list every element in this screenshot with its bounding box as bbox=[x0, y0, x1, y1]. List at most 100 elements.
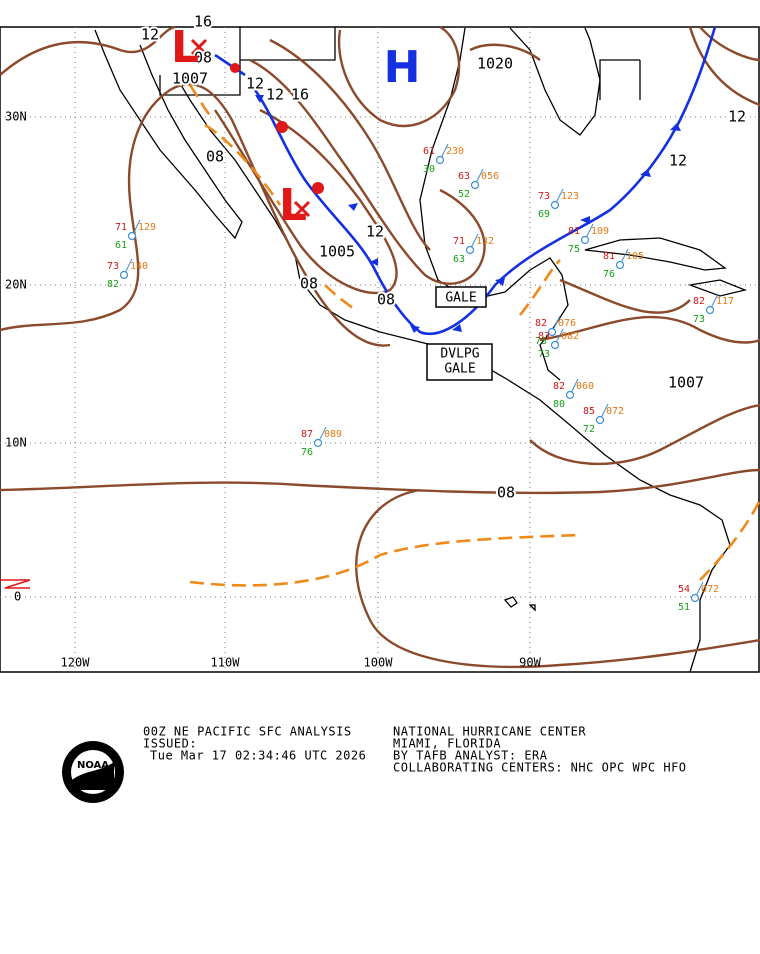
isobar-label: 16 bbox=[194, 13, 212, 31]
longitude-label: 100W bbox=[364, 656, 394, 670]
station-pressure: 076 bbox=[558, 318, 576, 329]
station-temperature: 73 bbox=[107, 261, 119, 272]
station-circle bbox=[470, 180, 480, 190]
isobar-label: 16 bbox=[291, 86, 309, 104]
station-circle bbox=[435, 155, 445, 165]
station-circle bbox=[580, 235, 590, 245]
station-dewpoint: 30 bbox=[423, 164, 435, 175]
station-pressure: 082 bbox=[561, 331, 579, 342]
station-pressure: 109 bbox=[591, 226, 609, 237]
isobar-label: 1007 bbox=[172, 70, 208, 88]
station-circle bbox=[313, 438, 323, 448]
station-dewpoint: 52 bbox=[458, 189, 470, 200]
station-dewpoint: 61 bbox=[115, 240, 127, 251]
station-pressure: 072 bbox=[606, 406, 624, 417]
station-circle bbox=[550, 340, 560, 350]
footer-product: 00Z NE PACIFIC SFC ANALYSIS bbox=[143, 725, 352, 739]
station-circle bbox=[705, 305, 715, 315]
longitude-label: 120W bbox=[61, 656, 91, 670]
gale-label: GALE bbox=[445, 291, 476, 306]
station-pressure: 056 bbox=[481, 171, 499, 182]
latitude-label: 0 bbox=[14, 590, 21, 604]
isobar-label: 08 bbox=[206, 148, 224, 166]
noaa-logo-text: NOAA bbox=[77, 760, 109, 771]
station-pressure: 230 bbox=[446, 146, 464, 157]
station-temperature: 61 bbox=[423, 146, 435, 157]
station-pressure: 129 bbox=[138, 222, 156, 233]
station-temperature: 81 bbox=[568, 226, 580, 237]
dvlpg-gale-label: DVLPG bbox=[440, 347, 479, 362]
isobar-label: 1020 bbox=[477, 55, 513, 73]
coastlines bbox=[94, 27, 748, 673]
station-temperature: 82 bbox=[535, 318, 547, 329]
station-pressure: 105 bbox=[626, 251, 644, 262]
fronts bbox=[214, 26, 717, 335]
station-pressure: 140 bbox=[130, 261, 148, 272]
isobar-label: 12 bbox=[728, 108, 746, 126]
station-dewpoint: 73 bbox=[693, 314, 705, 325]
isobar-label: 08 bbox=[377, 291, 395, 309]
dvlpg-gale-label: GALE bbox=[444, 362, 475, 377]
isobar-label: 1005 bbox=[319, 243, 355, 261]
station-dewpoint: 72 bbox=[583, 424, 595, 435]
station-circle bbox=[595, 415, 605, 425]
station-circle bbox=[565, 390, 575, 400]
troughs bbox=[188, 84, 760, 587]
station-dewpoint: 80 bbox=[553, 399, 565, 410]
isobar-label: 08 bbox=[497, 484, 515, 502]
station-dewpoint: 82 bbox=[107, 279, 119, 290]
latitude-label: 10N bbox=[5, 436, 27, 450]
station-pressure: 117 bbox=[716, 296, 734, 307]
station-pressure: 072 bbox=[701, 584, 719, 595]
station-temperature: 71 bbox=[453, 236, 465, 247]
station-circle bbox=[615, 260, 625, 270]
station-dewpoint: 76 bbox=[603, 269, 615, 280]
station-dewpoint: 75 bbox=[568, 244, 580, 255]
station-temperature: 85 bbox=[583, 406, 595, 417]
station-temperature: 73 bbox=[538, 191, 550, 202]
footer-analyst: BY TAFB ANALYST: ERA bbox=[393, 749, 548, 763]
station-pressure: 123 bbox=[561, 191, 579, 202]
footer-issued: ISSUED: bbox=[143, 737, 197, 751]
dvlpg-gale-box bbox=[426, 343, 493, 381]
footer-city: MIAMI, FLORIDA bbox=[393, 737, 501, 751]
station-dewpoint: 69 bbox=[538, 209, 550, 220]
station-temperature: 87 bbox=[301, 429, 313, 440]
station-dewpoint: 51 bbox=[678, 602, 690, 613]
station-circle bbox=[465, 245, 475, 255]
station-pressure: 060 bbox=[576, 381, 594, 392]
low-center-marks bbox=[190, 38, 311, 218]
station-circle bbox=[127, 231, 137, 241]
latitude-label: 20N bbox=[5, 278, 27, 292]
station-temperature: 54 bbox=[678, 584, 690, 595]
front-line-marks bbox=[0, 579, 31, 589]
footer-time: Tue Mar 17 02:34:46 UTC 2026 bbox=[150, 749, 366, 763]
isobar-label: 12 bbox=[141, 26, 159, 44]
station-temperature: 71 bbox=[115, 222, 127, 233]
isobars bbox=[0, 25, 760, 669]
latitude-label: 30N bbox=[5, 110, 27, 124]
station-temperature: 82 bbox=[553, 381, 565, 392]
pressure-center: L bbox=[279, 180, 307, 231]
gale-box bbox=[435, 286, 487, 308]
footer-center: NATIONAL HURRICANE CENTER bbox=[393, 725, 586, 739]
isobar-label: 12 bbox=[266, 86, 284, 104]
isobar-label: 1007 bbox=[668, 374, 704, 392]
station-circle bbox=[690, 593, 700, 603]
longitude-label: 90W bbox=[519, 656, 541, 670]
isobar-label: 12 bbox=[669, 152, 687, 170]
station-temperature: 81 bbox=[603, 251, 615, 262]
isobar-label: 12 bbox=[366, 223, 384, 241]
station-temperature: 82 bbox=[693, 296, 705, 307]
footer-collab: COLLABORATING CENTERS: NHC OPC WPC HFO bbox=[393, 761, 687, 775]
station-circle bbox=[119, 270, 129, 280]
station-pressure: 132 bbox=[476, 236, 494, 247]
map-frame bbox=[0, 26, 760, 673]
station-dewpoint: 63 bbox=[453, 254, 465, 265]
isobar-label: 08 bbox=[300, 275, 318, 293]
station-dewpoint: 76 bbox=[301, 447, 313, 458]
station-circle bbox=[547, 327, 557, 337]
station-temperature: 83 bbox=[538, 331, 550, 342]
